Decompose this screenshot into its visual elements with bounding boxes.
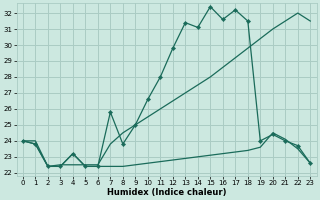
X-axis label: Humidex (Indice chaleur): Humidex (Indice chaleur) [107, 188, 226, 197]
